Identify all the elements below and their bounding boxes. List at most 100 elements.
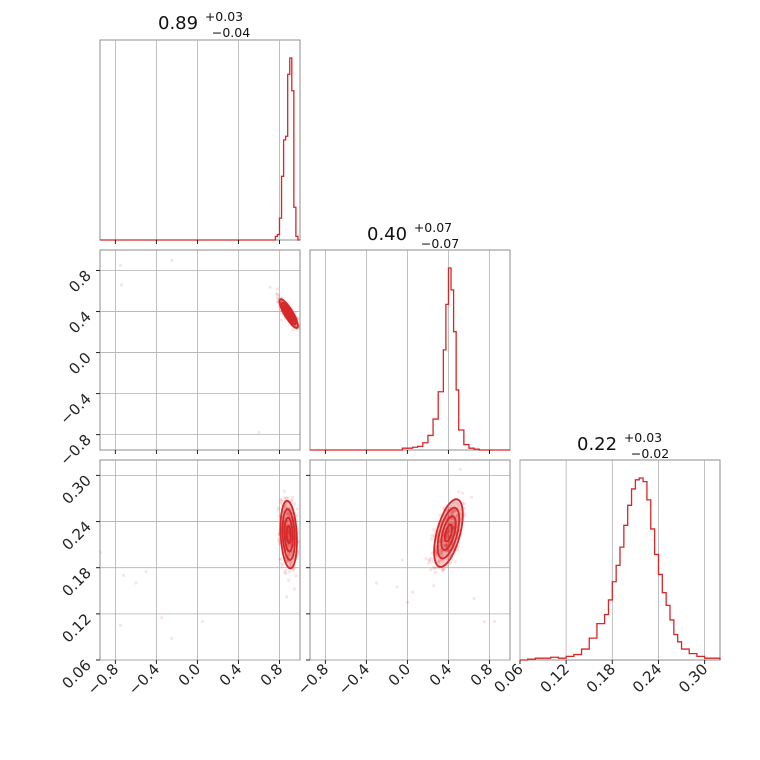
x-tick-label: 0.18: [583, 660, 619, 696]
sample-point: [275, 291, 279, 296]
sample-point: [297, 539, 300, 543]
sample-point: [447, 530, 451, 534]
sample-point: [439, 554, 444, 558]
outlier-point: [472, 596, 476, 601]
sample-point: [462, 501, 466, 506]
sample-point: [286, 560, 290, 564]
sample-point: [431, 565, 436, 570]
sample-point: [286, 520, 290, 524]
scatter-panel-2-1: [375, 467, 497, 624]
sample-point: [284, 571, 288, 575]
sample-point: [447, 512, 451, 517]
sample-point: [445, 543, 449, 547]
sample-point: [442, 544, 447, 548]
sample-point: [440, 551, 444, 555]
sample-point: [287, 511, 291, 515]
sample-point: [287, 545, 292, 550]
outlier-point: [482, 619, 486, 624]
param-2-minus-error: −0.02: [631, 446, 669, 461]
x-tick-label: 0.0: [385, 660, 415, 690]
sample-point: [436, 560, 441, 564]
x-tick-label: 0.8: [257, 660, 287, 690]
sample-point: [450, 510, 454, 514]
y-tick-label: 0.12: [58, 610, 94, 646]
sample-point: [462, 506, 467, 510]
y-tick-label: 0.18: [58, 564, 94, 600]
sample-point: [285, 512, 289, 516]
contour-level-1: [285, 309, 292, 319]
sample-point: [456, 548, 460, 552]
panel-2-0: [99, 459, 301, 661]
contour-level-1: [443, 523, 453, 543]
panel-2-1: [309, 459, 511, 661]
sample-point: [448, 561, 453, 565]
y-tick-label: 0.0: [65, 349, 95, 379]
outlier-point: [275, 287, 280, 291]
sample-point: [444, 543, 448, 547]
sample-point: [454, 515, 459, 519]
scatter-panel-2-0: [100, 489, 300, 641]
sample-point: [445, 536, 450, 540]
sample-point: [458, 467, 462, 471]
sample-point: [430, 551, 434, 555]
sample-point: [427, 561, 431, 565]
sample-point: [280, 497, 284, 502]
sample-point: [445, 532, 449, 536]
sample-point: [443, 543, 447, 547]
sample-point: [282, 496, 287, 500]
sample-point: [445, 543, 449, 547]
sample-point: [291, 328, 295, 332]
sample-point: [440, 550, 444, 554]
sample-point: [446, 530, 450, 534]
sample-point: [282, 489, 287, 493]
outlier-point: [118, 623, 123, 627]
x-tick-label: 0.30: [675, 660, 711, 696]
sample-point: [443, 543, 447, 547]
sample-point: [463, 512, 467, 516]
sample-point: [449, 512, 454, 516]
sample-point: [299, 332, 300, 334]
outlier-point: [144, 569, 148, 574]
outlier-point: [200, 619, 205, 624]
sample-point: [295, 507, 300, 511]
y-tick-label: 0.30: [58, 471, 94, 507]
sample-point: [429, 556, 433, 560]
sample-point: [452, 501, 456, 505]
sample-point: [434, 553, 439, 557]
sample-point: [292, 587, 296, 591]
sample-point: [458, 507, 462, 512]
param-0-plus-error: +0.03: [205, 9, 243, 24]
x-tick-label: −0.4: [125, 660, 163, 698]
sample-point: [455, 501, 459, 505]
y-tick-label: −0.8: [56, 431, 94, 469]
sample-point: [291, 568, 295, 572]
sample-point: [276, 508, 280, 512]
sample-point: [275, 296, 279, 300]
sample-point: [457, 490, 461, 494]
sample-point: [441, 569, 445, 573]
sample-point: [451, 510, 456, 514]
sample-point: [445, 564, 450, 568]
param-1-plus-error: +0.07: [414, 220, 452, 235]
contour-level-4: [278, 298, 299, 329]
sample-point: [437, 558, 441, 562]
histogram-param-1: [310, 267, 510, 451]
outlier-point: [410, 590, 415, 594]
sample-point: [287, 536, 291, 540]
outlier-point: [257, 430, 261, 435]
sample-point: [282, 506, 287, 510]
outlier-point: [121, 573, 126, 577]
sample-point: [443, 544, 447, 548]
sample-point: [450, 516, 455, 521]
sample-point: [444, 542, 449, 547]
sample-point: [424, 557, 428, 561]
sample-point: [289, 551, 294, 555]
sample-point: [283, 571, 287, 575]
sample-point: [450, 512, 454, 516]
outlier-point: [400, 558, 404, 562]
sample-point: [290, 499, 294, 503]
sample-point: [276, 538, 281, 543]
sample-point: [455, 514, 459, 518]
sample-point: [290, 495, 295, 499]
sample-point: [442, 567, 446, 571]
